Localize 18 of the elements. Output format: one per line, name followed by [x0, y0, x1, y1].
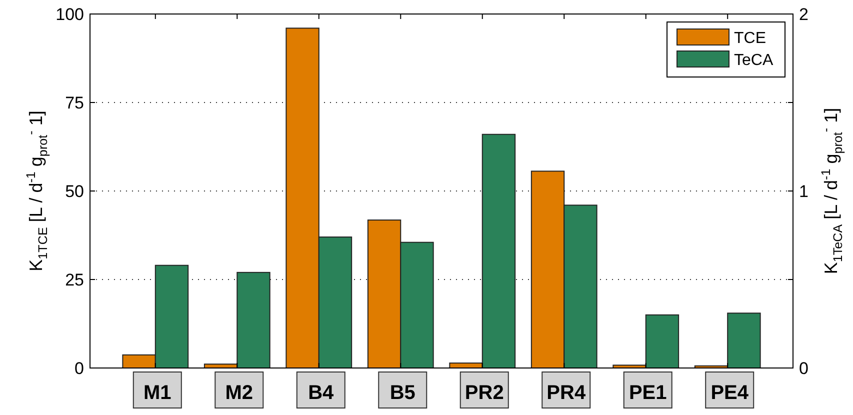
x-tick-label: B5 [390, 382, 416, 404]
y-tick-label: 25 [65, 270, 84, 290]
x-tick-label: PE4 [710, 382, 750, 404]
y2-tick-label: 0 [799, 359, 808, 378]
x-tick-label: PE1 [628, 382, 667, 404]
x-tick-label: B4 [308, 382, 335, 404]
y-tick-label: 75 [65, 94, 84, 112]
legend-label: TeCA [734, 52, 774, 69]
y2-tick-label: 2 [799, 5, 808, 24]
y-tick-label: 50 [65, 182, 84, 201]
x-tick-label: M1 [143, 382, 172, 404]
y-tick-label: 0 [74, 359, 84, 378]
y-tick-label: 100 [56, 5, 84, 24]
x-tick-label: PR4 [546, 382, 586, 404]
y2-tick-label: 1 [799, 182, 808, 201]
x-tick-label: M2 [225, 382, 254, 404]
legend-label: TCE [734, 30, 766, 47]
x-tick-label: PR2 [464, 382, 504, 404]
